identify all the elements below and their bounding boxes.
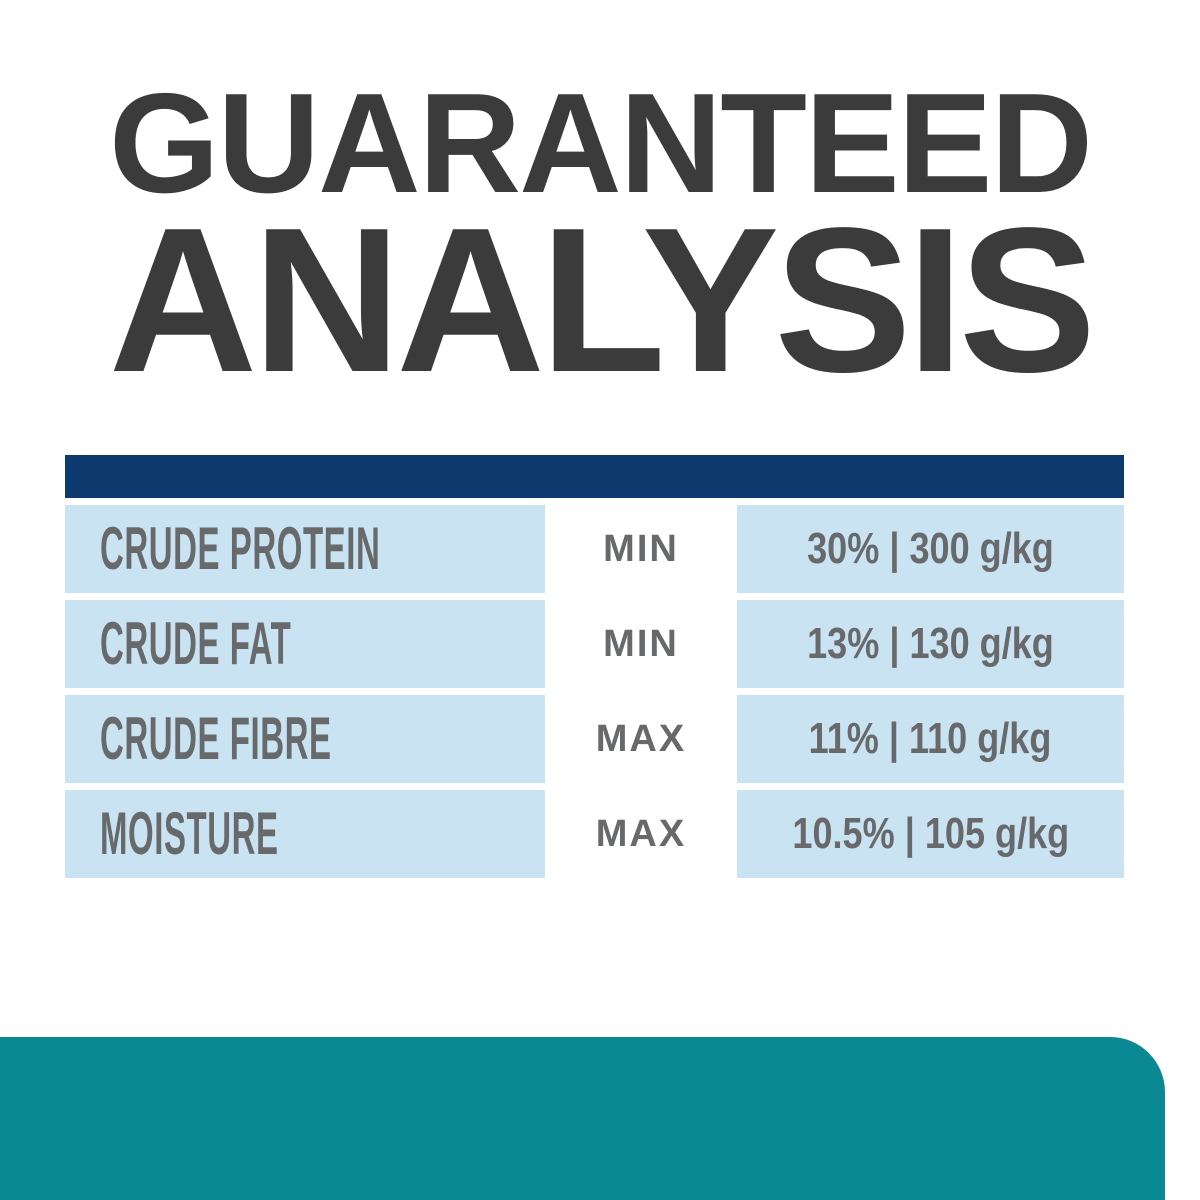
nutrient-name: CRUDE FIBRE — [100, 705, 332, 772]
qualifier-cell: MIN — [545, 505, 737, 593]
value-cell: 11% | 110 g/kg — [737, 695, 1124, 783]
table-row: CRUDE PROTEIN MIN 30% | 300 g/kg — [65, 505, 1124, 593]
value-cell: 30% | 300 g/kg — [737, 505, 1124, 593]
page-title-line2: ANALYSIS — [108, 185, 1097, 415]
nutrient-value: 10.5% | 105 g/kg — [792, 809, 1069, 858]
page-title-line1: GUARANTEED — [109, 64, 1093, 223]
guaranteed-analysis-table: CRUDE PROTEIN MIN 30% | 300 g/kg CRUDE F… — [65, 455, 1124, 885]
qualifier-cell: MIN — [545, 600, 737, 688]
table-row: CRUDE FIBRE MAX 11% | 110 g/kg — [65, 695, 1124, 783]
value-cell: 10.5% | 105 g/kg — [737, 790, 1124, 878]
qualifier-cell: MAX — [545, 695, 737, 783]
nutrient-name-cell: MOISTURE — [65, 790, 545, 878]
nutrient-name-cell: CRUDE FIBRE — [65, 695, 545, 783]
nutrient-value: 13% | 130 g/kg — [807, 619, 1054, 668]
table-row: CRUDE FAT MIN 13% | 130 g/kg — [65, 600, 1124, 688]
qualifier-cell: MAX — [545, 790, 737, 878]
nutrient-value: 11% | 110 g/kg — [809, 714, 1052, 763]
table-header-bar — [65, 455, 1124, 498]
nutrient-name: CRUDE FAT — [100, 610, 292, 677]
nutrient-name: MOISTURE — [100, 800, 279, 867]
footer-teal-bar — [0, 1037, 1165, 1200]
nutrient-name-cell: CRUDE PROTEIN — [65, 505, 545, 593]
value-cell: 13% | 130 g/kg — [737, 600, 1124, 688]
nutrient-name-cell: CRUDE FAT — [65, 600, 545, 688]
nutrient-value: 30% | 300 g/kg — [807, 524, 1054, 573]
table-row: MOISTURE MAX 10.5% | 105 g/kg — [65, 790, 1124, 878]
nutrient-name: CRUDE PROTEIN — [100, 515, 381, 582]
